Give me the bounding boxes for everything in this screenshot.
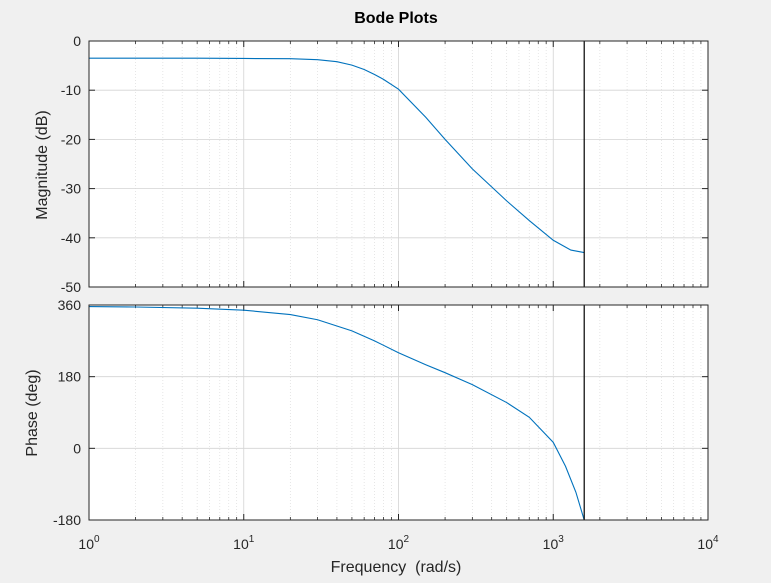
x-tick-label: 102 — [388, 534, 410, 552]
magnitude-y-axis-label: Magnitude (dB) — [34, 110, 51, 219]
axes-frame — [88, 304, 709, 521]
chart-title: Bode Plots — [354, 10, 438, 27]
y-tick-label: -40 — [61, 230, 81, 246]
major-grid — [89, 305, 708, 520]
y-tick-label: -20 — [61, 131, 81, 147]
y-tick-label: 0 — [73, 440, 81, 456]
x-axis-label: Frequency (rad/s) — [331, 559, 462, 576]
y-tick-label: 180 — [58, 369, 82, 385]
x-tick-label: 103 — [543, 534, 565, 552]
data-series-line — [89, 57, 585, 254]
y-tick-label: 360 — [58, 297, 82, 313]
axes-frame — [88, 40, 709, 288]
y-tick-label: -30 — [61, 181, 81, 197]
phase-axes: 360 180 0 -180 100 101 102 103 104 — [53, 297, 719, 552]
y-tick-label: 0 — [73, 33, 81, 49]
phase-y-axis-label: Phase (deg) — [24, 369, 41, 456]
minor-grid — [135, 41, 702, 287]
data-series-line — [88, 306, 585, 521]
y-tick-label: -50 — [61, 279, 81, 295]
magnitude-axes: 0 -10 -20 -30 -40 -50 — [61, 33, 709, 295]
y-tick-label: -10 — [61, 82, 81, 98]
major-grid — [89, 41, 708, 287]
x-tick-label: 104 — [697, 534, 719, 552]
y-tick-label: -180 — [53, 512, 81, 528]
x-tick-label: 101 — [233, 534, 255, 552]
x-tick-label: 100 — [78, 534, 100, 552]
